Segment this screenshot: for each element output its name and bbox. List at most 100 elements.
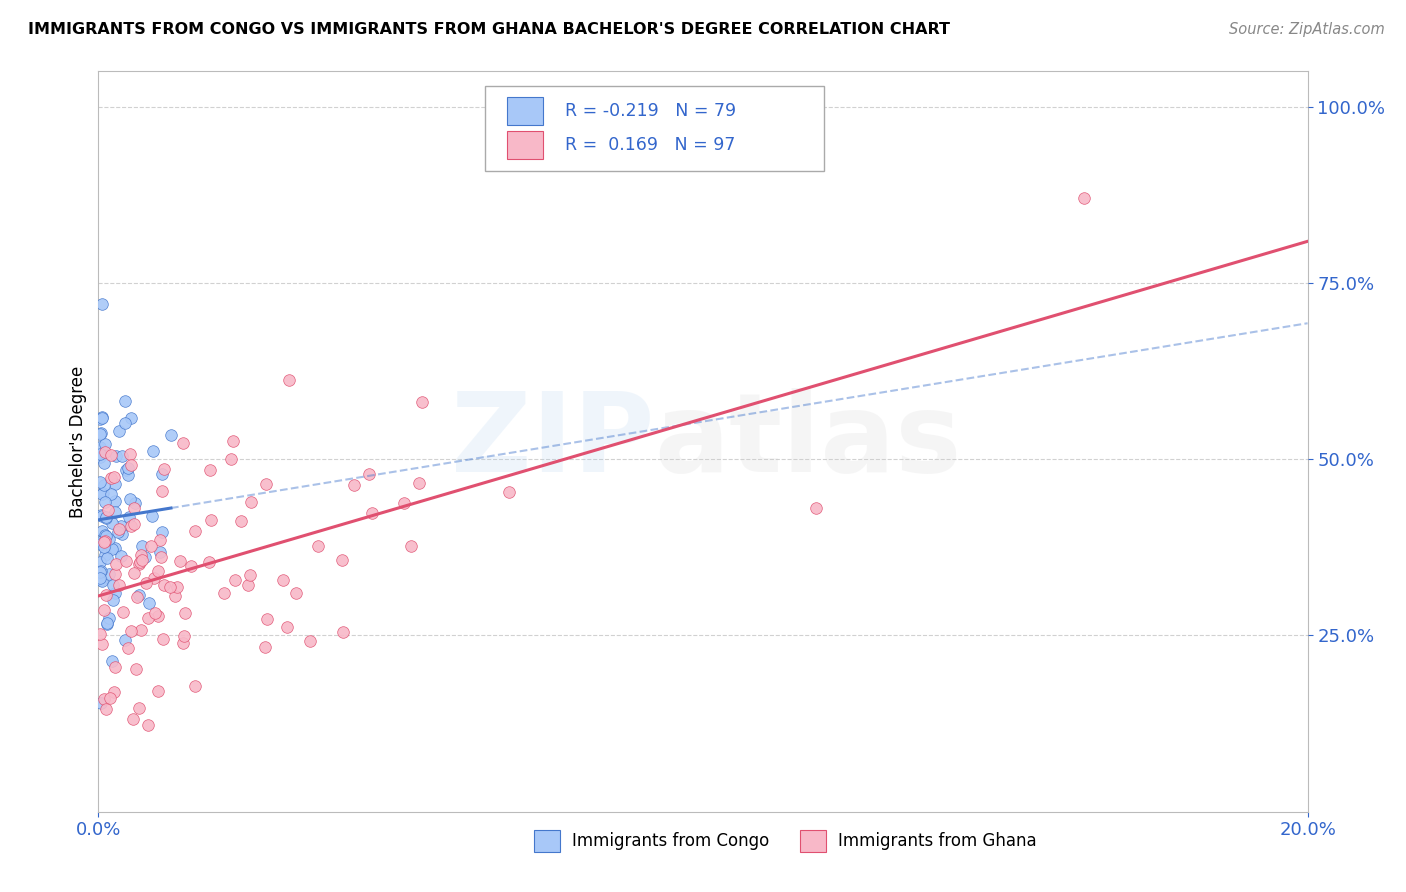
Point: [236, 578, 259, 592]
Text: Immigrants from Ghana: Immigrants from Ghana: [838, 832, 1038, 850]
Point: [100, 487, 122, 501]
Point: [96, 615, 118, 630]
Point: [131, 539, 153, 553]
Point: [104, 494, 127, 508]
Point: [146, 683, 169, 698]
Point: [96, 551, 118, 566]
Point: [135, 575, 157, 590]
Point: [277, 373, 299, 387]
Point: [90, 573, 112, 587]
Point: [96, 509, 118, 524]
Point: [120, 447, 142, 461]
Point: [108, 522, 131, 536]
Point: [166, 580, 188, 594]
Point: [90, 697, 112, 711]
Text: ZIP: ZIP: [451, 388, 655, 495]
Point: [89, 627, 111, 641]
Text: R =  0.169   N = 97: R = 0.169 N = 97: [565, 136, 735, 154]
Text: Immigrants from Congo: Immigrants from Congo: [572, 832, 769, 850]
Point: [104, 477, 127, 491]
Point: [114, 554, 136, 568]
Point: [122, 712, 145, 726]
Point: [169, 554, 191, 568]
Point: [100, 654, 122, 668]
Point: [343, 478, 366, 492]
Point: [96, 616, 118, 631]
Point: [115, 463, 138, 477]
Point: [128, 588, 150, 602]
Point: [100, 471, 122, 485]
Point: [120, 492, 142, 507]
Point: [498, 485, 520, 500]
Point: [89, 427, 111, 442]
Point: [107, 524, 129, 539]
Point: [108, 424, 131, 438]
Point: [124, 516, 146, 531]
Point: [89, 475, 111, 490]
Point: [153, 578, 176, 592]
Point: [90, 564, 112, 578]
Point: [359, 467, 381, 482]
Point: [98, 566, 121, 581]
Point: [114, 416, 136, 430]
Point: [93, 535, 115, 549]
Point: [129, 555, 152, 569]
Point: [114, 394, 136, 409]
Point: [93, 478, 115, 492]
Point: [131, 548, 153, 562]
Point: [94, 528, 117, 542]
Point: [89, 535, 111, 549]
Point: [91, 574, 114, 589]
FancyBboxPatch shape: [800, 830, 827, 853]
Point: [149, 533, 172, 547]
Point: [111, 605, 134, 619]
Point: [229, 514, 252, 528]
FancyBboxPatch shape: [508, 131, 543, 160]
Point: [284, 586, 307, 600]
Point: [117, 641, 139, 656]
FancyBboxPatch shape: [508, 97, 543, 126]
Point: [361, 506, 384, 520]
Point: [91, 637, 114, 651]
Point: [97, 503, 120, 517]
Point: [134, 549, 156, 564]
Point: [93, 692, 115, 706]
Point: [308, 540, 330, 554]
Point: [91, 524, 114, 539]
Point: [142, 443, 165, 458]
Point: [1073, 191, 1095, 205]
Point: [160, 428, 183, 442]
Point: [299, 633, 322, 648]
Point: [91, 411, 114, 425]
Point: [253, 640, 276, 655]
Point: [100, 541, 122, 556]
Point: [91, 509, 114, 524]
Point: [124, 496, 146, 510]
Point: [239, 568, 262, 582]
Point: [89, 566, 111, 580]
Point: [89, 412, 111, 426]
Point: [330, 553, 353, 567]
Point: [97, 532, 120, 546]
Point: [96, 511, 118, 525]
Point: [136, 718, 159, 732]
Point: [128, 700, 150, 714]
FancyBboxPatch shape: [534, 830, 561, 853]
Point: [138, 596, 160, 610]
Point: [114, 632, 136, 647]
Point: [198, 555, 221, 569]
Point: [148, 544, 170, 558]
Point: [94, 533, 117, 548]
Point: [136, 610, 159, 624]
Y-axis label: Bachelor's Degree: Bachelor's Degree: [69, 366, 87, 517]
Point: [224, 574, 246, 588]
Point: [184, 524, 207, 539]
Point: [141, 508, 163, 523]
Point: [256, 612, 278, 626]
Point: [221, 452, 243, 467]
Point: [122, 566, 145, 580]
Point: [125, 662, 148, 676]
Point: [89, 537, 111, 551]
Point: [89, 447, 111, 461]
Point: [90, 487, 112, 501]
